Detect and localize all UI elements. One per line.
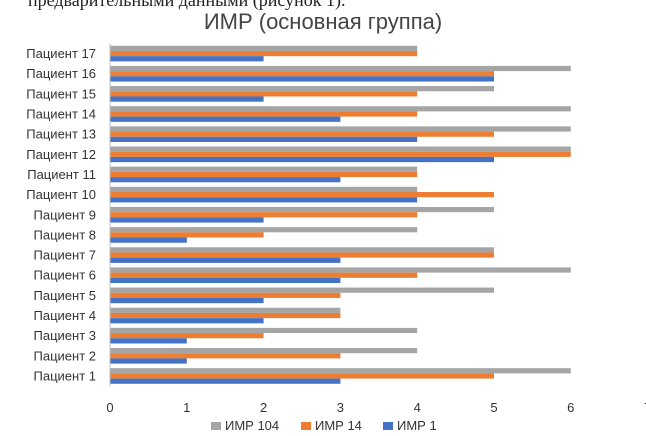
bar-7-series-2 [110, 252, 494, 258]
x-tick-label: 1 [183, 400, 190, 415]
bar-5-series-2 [110, 292, 341, 298]
bar-17-series-3 [110, 56, 264, 62]
text-fragment: предварительными данными (рисунок 1). [28, 0, 346, 10]
bar-14-series-2 [110, 111, 418, 117]
bar-14-series-1 [110, 106, 571, 112]
bar-11-series-3 [110, 177, 341, 183]
category-label: Пациент 6 [34, 268, 97, 283]
legend-swatch [301, 422, 311, 430]
legend-swatch [383, 422, 393, 430]
bar-15-series-3 [110, 96, 264, 102]
legend-label: ИМР 1 [397, 418, 437, 433]
category-label: Пациент 12 [26, 147, 96, 162]
bar-15-series-2 [110, 91, 418, 97]
bar-16-series-2 [110, 71, 494, 77]
bar-9-series-3 [110, 217, 264, 223]
bar-17-series-1 [110, 45, 418, 51]
bar-4-series-3 [110, 318, 264, 324]
chart-title: ИМР (основная группа) [203, 9, 443, 34]
legend-label: ИМР 104 [225, 418, 279, 433]
bar-7-series-1 [110, 247, 494, 253]
bar-5-series-1 [110, 287, 494, 293]
category-label: Пациент 15 [26, 86, 96, 101]
bar-10-series-1 [110, 186, 418, 193]
x-tick-label: 7 [644, 400, 646, 415]
category-label: Пациент 9 [34, 207, 97, 222]
category-label: Пациент 13 [26, 127, 96, 142]
bar-8-series-1 [110, 227, 418, 233]
bar-8-series-3 [110, 237, 187, 243]
category-label: Пациент 1 [34, 368, 97, 383]
x-tick-label: 5 [490, 400, 497, 415]
bar-2-series-2 [110, 353, 341, 359]
bar-4-series-1 [110, 307, 341, 313]
category-label: Пациент 2 [34, 348, 97, 363]
bar-7-series-3 [110, 257, 341, 263]
bar-12-series-1 [110, 146, 571, 152]
x-tick-label: 3 [337, 400, 344, 415]
bar-10-series-2 [110, 192, 494, 198]
bar-12-series-2 [110, 151, 571, 157]
category-label: Пациент 14 [26, 107, 96, 122]
category-label: Пациент 17 [26, 46, 96, 61]
category-label: Пациент 8 [34, 227, 97, 242]
category-label: Пациент 11 [27, 167, 96, 182]
bar-6-series-2 [110, 272, 418, 278]
bar-14-series-3 [110, 116, 341, 122]
bar-17-series-2 [110, 50, 418, 57]
bar-13-series-2 [110, 131, 494, 137]
bar-13-series-1 [110, 126, 571, 132]
bar-6-series-3 [110, 277, 341, 284]
category-label: Пациент 4 [34, 308, 97, 323]
bar-1-series-2 [110, 373, 494, 379]
bar-13-series-3 [110, 136, 418, 142]
bar-3-series-1 [110, 327, 418, 334]
x-tick-label: 4 [414, 400, 421, 415]
bar-11-series-2 [110, 171, 418, 178]
x-tick-label: 6 [567, 400, 574, 415]
bar-2-series-3 [110, 358, 187, 364]
category-label: Пациент 10 [26, 187, 96, 202]
legend-label: ИМР 14 [315, 418, 362, 433]
x-tick-label: 2 [260, 400, 267, 415]
bar-16-series-3 [110, 76, 494, 82]
bar-16-series-1 [110, 65, 571, 72]
x-tick-label: 0 [106, 400, 113, 415]
bar-3-series-3 [110, 338, 187, 344]
bar-1-series-3 [110, 378, 341, 384]
bar-1-series-1 [110, 368, 571, 374]
bar-9-series-1 [110, 206, 494, 213]
category-label: Пациент 16 [26, 66, 96, 81]
bar-2-series-1 [110, 348, 418, 354]
bar-11-series-1 [110, 166, 418, 172]
bar-8-series-2 [110, 232, 264, 238]
legend-swatch [211, 422, 221, 430]
bar-9-series-2 [110, 212, 418, 218]
bar-15-series-1 [110, 86, 494, 92]
bar-6-series-1 [110, 267, 571, 273]
category-label: Пациент 7 [34, 248, 97, 263]
bar-3-series-2 [110, 333, 264, 339]
category-label: Пациент 5 [34, 288, 97, 303]
bar-5-series-3 [110, 297, 264, 304]
bar-10-series-3 [110, 197, 418, 203]
category-label: Пациент 3 [34, 328, 97, 343]
bar-12-series-3 [110, 156, 494, 163]
bar-4-series-2 [110, 312, 341, 319]
